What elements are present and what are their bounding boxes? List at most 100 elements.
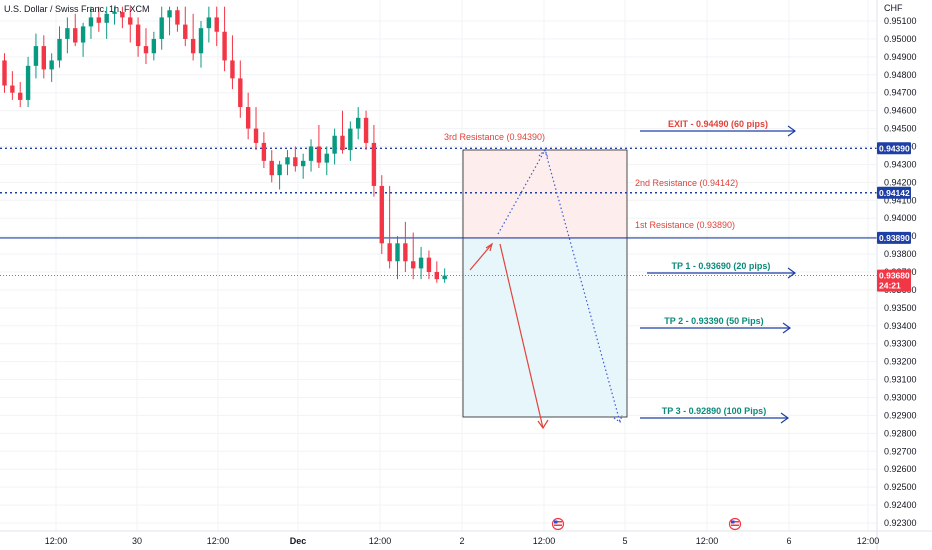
candle — [49, 53, 54, 82]
candle-body — [348, 128, 353, 151]
x-tick-label: 12:00 — [369, 536, 392, 546]
candle-body — [285, 157, 290, 165]
candle-body — [411, 261, 416, 269]
candle — [159, 6, 164, 50]
candle-body — [112, 12, 117, 14]
target-label: TP 2 - 0.93390 (50 Pips) — [664, 316, 763, 326]
candle-body — [426, 257, 432, 272]
candle-body — [379, 185, 384, 244]
candle-body — [403, 243, 408, 262]
y-tick-label: 0.92700 — [884, 446, 917, 456]
candle — [120, 6, 125, 29]
x-tick-label: Dec — [290, 536, 307, 546]
candle-body — [151, 38, 157, 54]
candle-body — [387, 243, 392, 262]
candle — [434, 261, 439, 283]
candle — [269, 150, 274, 183]
y-tick-label: 0.94700 — [884, 88, 917, 98]
candle — [277, 160, 282, 190]
y-tick-label: 0.92600 — [884, 464, 917, 474]
y-tick-label: 0.93800 — [884, 249, 917, 259]
candle-body — [277, 164, 282, 176]
y-tick-label: 0.93500 — [884, 303, 917, 313]
candle-body — [316, 146, 322, 163]
candle — [33, 33, 39, 79]
candle — [18, 81, 23, 108]
target-zone — [463, 240, 627, 417]
alternate-arrowhead-up — [538, 148, 549, 159]
price-tag-label: 0.94142 — [879, 188, 910, 198]
candle — [324, 146, 329, 176]
candle — [238, 60, 243, 118]
currency-label: CHF — [884, 3, 903, 13]
candle-body — [96, 17, 102, 23]
price-tag — [877, 142, 911, 155]
candle-body — [73, 28, 78, 43]
candle-body — [442, 275, 447, 280]
candle-body — [167, 10, 172, 18]
y-tick-label: 0.92500 — [884, 482, 917, 492]
candle-body — [332, 135, 337, 154]
candle — [261, 132, 267, 169]
candle-body — [104, 13, 109, 23]
candle-body — [41, 46, 46, 70]
target-arrowhead — [787, 267, 797, 279]
resistance-label: 2nd Resistance (0.94142) — [635, 178, 738, 188]
price-axis[interactable]: 0.95100 0.95000 0.94900 0.94800 0.94700 0.946… — [876, 0, 917, 550]
candle-body — [206, 17, 212, 29]
candle-body — [183, 24, 188, 39]
candle — [411, 232, 416, 280]
candle — [348, 121, 353, 161]
candle-body — [25, 65, 31, 100]
candle-body — [135, 24, 141, 47]
candle-body — [143, 46, 149, 54]
candle — [167, 6, 172, 36]
candle — [175, 6, 180, 32]
candle-body — [395, 243, 400, 262]
us-flag-event-icon[interactable] — [728, 517, 742, 531]
candle-body — [120, 12, 125, 18]
entry-arrowhead — [485, 242, 494, 252]
resistance-zone — [463, 150, 627, 240]
x-tick-label: 2 — [459, 536, 464, 546]
candle — [73, 13, 78, 47]
candle — [403, 221, 408, 272]
candle-body — [230, 60, 235, 79]
candle-body — [80, 26, 86, 43]
candle — [340, 110, 345, 154]
y-tick-label: 0.92900 — [884, 410, 917, 420]
y-tick-label: 0.94200 — [884, 177, 917, 187]
candle-body — [245, 107, 251, 129]
target-label: TP 3 - 0.92890 (100 Pips) — [662, 406, 766, 416]
candle — [379, 175, 384, 255]
target-arrowhead — [782, 322, 792, 334]
y-tick-label: 0.93300 — [884, 339, 917, 349]
horizontal-levels — [0, 147, 877, 276]
target-path — [499, 243, 544, 429]
candle — [190, 13, 196, 61]
countdown-label: 24:21 — [879, 281, 901, 291]
y-tick-label: 0.93400 — [884, 321, 917, 331]
candle-body — [434, 272, 439, 280]
candle-body — [198, 28, 204, 54]
candle — [104, 6, 109, 39]
candle — [371, 124, 377, 197]
candle-body — [65, 28, 70, 39]
candle-body — [324, 153, 329, 163]
candle — [245, 92, 251, 140]
candle — [65, 17, 70, 54]
x-tick-label: 12:00 — [857, 536, 880, 546]
candle — [356, 107, 361, 140]
candle-body — [222, 31, 227, 61]
candle-body — [269, 160, 274, 176]
candle — [300, 153, 306, 179]
us-flag-event-icon[interactable] — [551, 517, 565, 531]
time-axis[interactable]: 12:00 30 12:00 Dec 12:00 2 12:00 5 12:00 6 12:00 — [0, 517, 932, 547]
x-tick-label: 6 — [786, 536, 791, 546]
candle-body — [2, 60, 7, 86]
x-tick-label: 30 — [132, 536, 142, 546]
candle-body — [363, 117, 369, 143]
y-tick-label: 0.93000 — [884, 393, 917, 403]
target-label: TP 1 - 0.93690 (20 pips) — [672, 261, 771, 271]
